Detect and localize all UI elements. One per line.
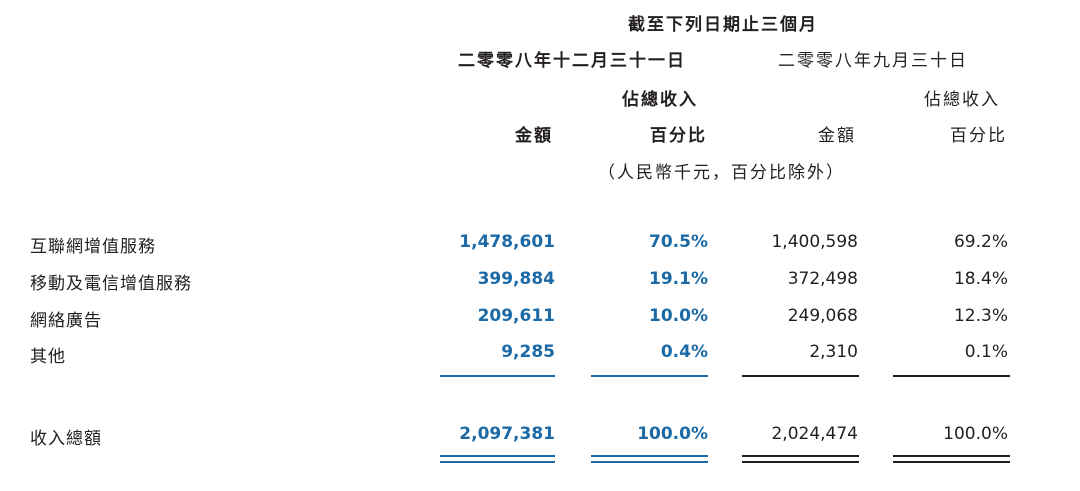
total-rule-prior-amount-2 bbox=[742, 461, 859, 463]
amount-current: 209,611 bbox=[477, 306, 555, 326]
pct-prior: 69.2% bbox=[953, 232, 1008, 252]
total-pct-prior: 100.0% bbox=[943, 424, 1008, 444]
pct-caption-prior: 佔總收入 bbox=[924, 90, 1000, 110]
row-label: 其他 bbox=[30, 347, 66, 367]
col-pct-prior: 百分比 bbox=[950, 126, 1007, 146]
col-amount-current: 金額 bbox=[515, 126, 553, 146]
subtotal-rule-current-amount bbox=[440, 375, 555, 377]
amount-current: 1,478,601 bbox=[459, 232, 555, 252]
pct-current: 0.4% bbox=[660, 342, 708, 362]
pct-current: 10.0% bbox=[649, 306, 708, 326]
row-label: 網絡廣告 bbox=[30, 311, 102, 331]
total-rule-prior-amount-1 bbox=[742, 455, 859, 457]
pct-current: 19.1% bbox=[649, 269, 708, 289]
col-pct-current: 百分比 bbox=[650, 126, 707, 146]
total-rule-current-amount-1 bbox=[440, 455, 555, 457]
pct-prior: 0.1% bbox=[964, 342, 1008, 362]
row-label: 互聯網增值服務 bbox=[30, 237, 156, 257]
amount-current: 399,884 bbox=[477, 269, 555, 289]
col-amount-prior: 金額 bbox=[818, 126, 856, 146]
row-label: 移動及電信增值服務 bbox=[30, 274, 192, 294]
subtotal-rule-prior-pct bbox=[893, 375, 1010, 377]
amount-current: 9,285 bbox=[501, 342, 555, 362]
amount-prior: 1,400,598 bbox=[771, 232, 858, 252]
total-rule-prior-pct-2 bbox=[893, 461, 1010, 463]
total-pct-current: 100.0% bbox=[637, 424, 708, 444]
amount-prior: 249,068 bbox=[787, 306, 858, 326]
total-amount-prior: 2,024,474 bbox=[771, 424, 858, 444]
pct-current: 70.5% bbox=[649, 232, 708, 252]
total-label: 收入總額 bbox=[30, 429, 102, 449]
subtotal-rule-current-pct bbox=[591, 375, 708, 377]
total-amount-current: 2,097,381 bbox=[459, 424, 555, 444]
period-heading: 截至下列日期止三個月 bbox=[628, 15, 818, 35]
amount-prior: 372,498 bbox=[787, 269, 858, 289]
pct-prior: 18.4% bbox=[953, 269, 1008, 289]
subtotal-rule-prior-amount bbox=[742, 375, 859, 377]
date-prior-heading: 二零零八年九月三十日 bbox=[778, 51, 968, 71]
total-rule-current-pct-2 bbox=[591, 461, 708, 463]
date-current-heading: 二零零八年十二月三十一日 bbox=[458, 51, 686, 71]
amount-prior: 2,310 bbox=[809, 342, 858, 362]
total-rule-current-amount-2 bbox=[440, 461, 555, 463]
total-rule-current-pct-1 bbox=[591, 455, 708, 457]
pct-caption-current: 佔總收入 bbox=[622, 90, 698, 110]
total-rule-prior-pct-1 bbox=[893, 455, 1010, 457]
pct-prior: 12.3% bbox=[953, 306, 1008, 326]
unit-note: （人民幣千元，百分比除外） bbox=[598, 163, 845, 183]
